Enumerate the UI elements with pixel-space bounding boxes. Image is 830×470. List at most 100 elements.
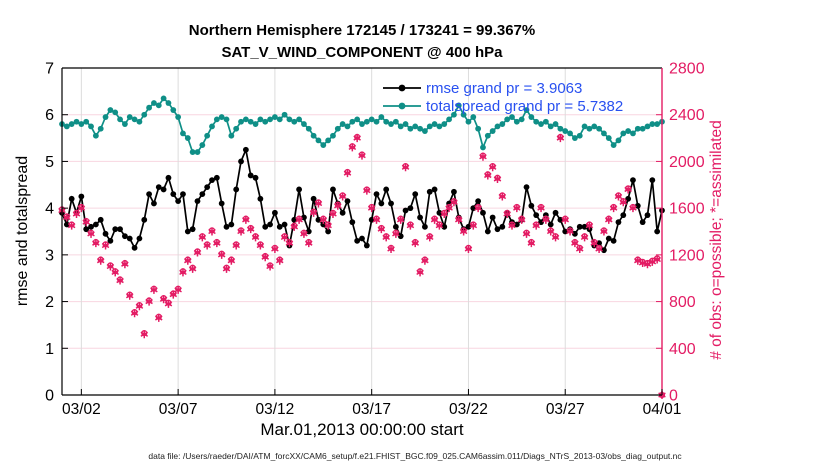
obs-assimilated-marker: [435, 221, 444, 230]
obs-assimilated-marker: [154, 313, 163, 322]
obs-assimilated-marker: [561, 215, 570, 224]
v-gridlines: [80, 68, 566, 395]
obs-assimilated-marker: [450, 198, 458, 207]
obs-assimilated-marker: [246, 225, 255, 234]
obs-assimilated-marker: [566, 227, 574, 236]
obs-assimilated-marker: [130, 309, 139, 318]
obs-assimilated-marker: [527, 239, 536, 248]
obs-assimilated-marker: [329, 209, 337, 218]
chart-title: Northern Hemisphere 172145 / 173241 = 99…: [188, 22, 536, 39]
left-tick-label: 0: [45, 388, 54, 405]
obs-assimilated-marker: [580, 233, 589, 242]
obs-assimilated-marker: [237, 227, 245, 236]
rmse-series: [59, 146, 665, 254]
obs-assimilated-marker: [242, 215, 250, 224]
obs-assimilated-marker: [227, 256, 236, 265]
obs-assimilated-marker: [213, 239, 221, 248]
x-tick-label: 03/07: [159, 401, 198, 418]
obs-assimilated-marker: [416, 268, 424, 277]
obs-assimilated-marker: [372, 215, 381, 224]
obs-assimilated-marker: [184, 256, 192, 265]
obs-assimilated-marker: [222, 264, 231, 273]
obs-assimilated-marker: [454, 215, 463, 224]
obs-assimilated-marker: [261, 253, 270, 262]
obs-assimilated-marker: [401, 163, 410, 172]
x-tick-label: 03/27: [546, 401, 585, 418]
obs-assimilated-marker: [334, 201, 342, 210]
obs-assimilated-marker: [353, 134, 361, 143]
obs-assimilated-marker: [77, 204, 86, 213]
right-tick-label: 400: [669, 341, 696, 358]
left-tick-labels: 0 1 2 3 4 5 6 7: [45, 61, 54, 405]
obs-assimilated-marker: [266, 262, 274, 271]
axes-spines: [61, 67, 663, 396]
totalspread-line-swatch: [383, 102, 421, 110]
obs-assimilated-marker: [440, 209, 449, 218]
obs-assimilated-marker: [169, 290, 178, 299]
obs-assimilated-marker: [111, 268, 120, 277]
obs-assimilated-marker: [304, 239, 313, 248]
obs-assimilated-marker: [67, 221, 76, 230]
obs-assimilated-marker: [479, 152, 487, 161]
right-tick-label: 1200: [669, 247, 705, 264]
legend-label-totalspread: totalspread grand pr = 5.7382: [426, 97, 624, 115]
obs-assimilated-marker: [348, 143, 357, 152]
obs-assimilated-marker: [498, 192, 507, 201]
obs-assimilated-marker: [604, 215, 613, 224]
obs-assimilated-marker: [363, 186, 371, 195]
totalspread-series: [59, 95, 665, 155]
obs-assimilated-marker: [590, 239, 599, 248]
x-tick-labels: 03/02 03/07 03/12 03/17 03/22 03/27 04/01: [62, 401, 681, 418]
x-tick-label: 03/02: [62, 401, 101, 418]
obs-assimilated-marker: [125, 291, 134, 300]
obs-assimilated-marker: [430, 215, 439, 224]
obs-assimilated-marker: [513, 204, 521, 213]
chart-subtitle: SAT_V_WIND_COMPONENT @ 400 hPa: [221, 44, 503, 61]
data-file-path: data file: /Users/raeder/DAI/ATM_forcXX/…: [148, 451, 682, 461]
obs-assimilated-marker: [271, 245, 279, 254]
obs-assimilated-marker: [343, 169, 352, 178]
obs-assimilated-marker: [396, 215, 405, 224]
obs-assimilated-marker: [522, 229, 531, 238]
obs-assimilated-marker: [571, 239, 579, 248]
obs-assimilated-marker: [517, 215, 526, 224]
obs-assimilated-marker: [314, 199, 323, 208]
right-tick-label: 2400: [669, 107, 705, 124]
obs-assimilated-marker: [309, 208, 318, 217]
obs-assimilated-marker: [285, 239, 294, 248]
obs-assimilated-marker: [503, 209, 511, 218]
left-tick-label: 1: [45, 341, 54, 358]
left-tick-label: 4: [45, 201, 54, 218]
obs-assimilated-marker: [280, 233, 289, 242]
obs-assimilated-marker: [614, 192, 623, 201]
obs-assimilated-marker: [116, 276, 124, 285]
obs-assimilated-marker: [609, 204, 618, 213]
obs-assimilated-marker: [629, 204, 637, 213]
obs-assimilated-marker: [140, 330, 149, 339]
obs-assimilated-marker: [101, 241, 110, 250]
obs-assimilated-marker: [174, 285, 182, 294]
legend-item-totalspread: totalspread grand pr = 5.7382: [383, 97, 623, 115]
obs-assimilated-marker: [256, 241, 265, 250]
obs-assimilated-marker: [217, 250, 226, 259]
obs-assimilated-marker: [203, 241, 211, 250]
obs-assimilated-marker: [72, 209, 81, 218]
obs-assimilated-marker: [542, 215, 550, 224]
h-gridlines: [62, 114, 662, 349]
left-tick-label: 6: [45, 107, 54, 124]
obs-assimilated-marker: [532, 221, 540, 230]
obs-assimilated-marker: [82, 218, 90, 227]
obs-assimilated-marker: [619, 198, 628, 207]
obs-assimilated-marker: [445, 204, 453, 213]
right-tick-labels: 0 400 800 1200 1600 2000 2400 2800: [669, 61, 705, 405]
obs-assimilated-marker: [338, 192, 347, 201]
left-tick-label: 2: [45, 294, 54, 311]
obs-assimilated-marker: [469, 221, 478, 230]
obs-assimilated-marker: [324, 221, 332, 230]
left-tick-label: 7: [45, 61, 54, 78]
right-tick-label: 2800: [669, 61, 705, 78]
obs-assimilated-marker: [508, 221, 516, 230]
obs-assimilated-marker: [406, 221, 415, 230]
x-tick-label: 03/12: [256, 401, 295, 418]
obs-assimilated-marker: [484, 171, 492, 180]
